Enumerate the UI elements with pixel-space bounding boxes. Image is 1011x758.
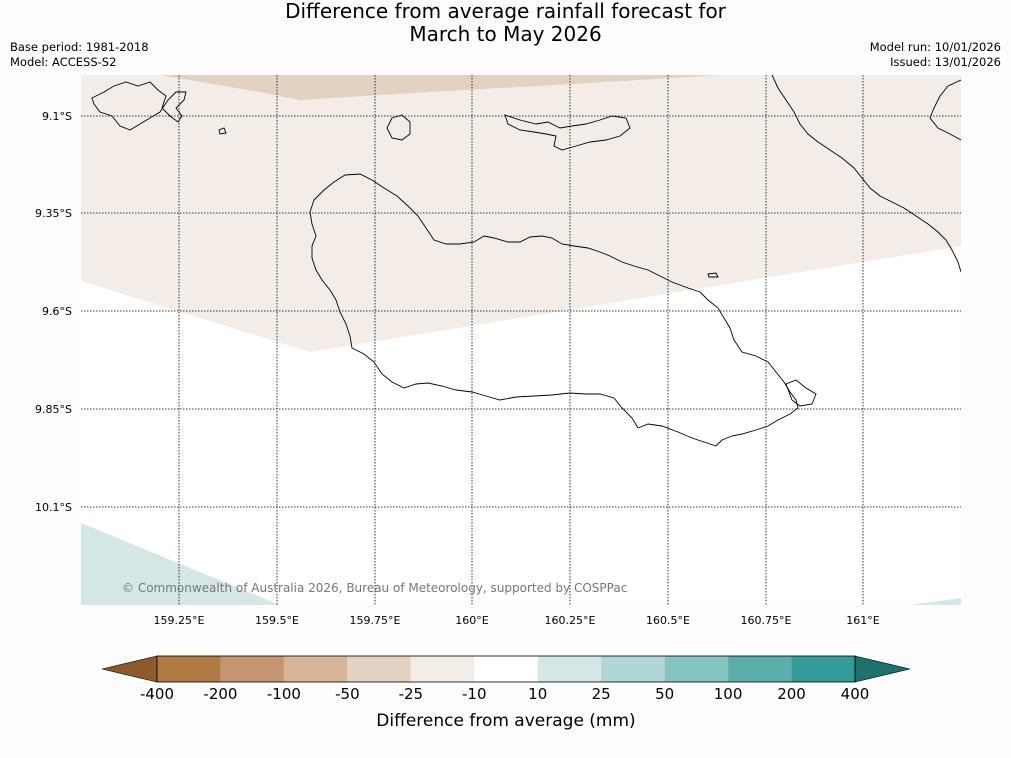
colorbar-tick-labels: -400 -200 -100 -50 -25 -10 10 25 50 100 200 400 bbox=[140, 685, 869, 703]
colorbar-tick-label: 200 bbox=[777, 685, 806, 703]
latitude-label: 9.35°S bbox=[35, 207, 72, 220]
copyright-text: © Commonwealth of Australia 2026, Bureau… bbox=[122, 581, 627, 595]
issued-text: Issued: 13/01/2026 bbox=[890, 55, 1001, 69]
colorbar-title: Difference from average (mm) bbox=[376, 711, 635, 731]
latitude-label: 10.1°S bbox=[35, 501, 72, 514]
latitude-label: 9.85°S bbox=[35, 403, 72, 416]
longitude-label: 160.5°E bbox=[646, 614, 690, 627]
colorbar-tick-label: -200 bbox=[203, 685, 237, 703]
malaita-north-coastline bbox=[929, 79, 961, 141]
longitude-label: 160.75°E bbox=[741, 614, 792, 627]
colorbar-bin bbox=[410, 656, 475, 682]
meta-left: Base period: 1981-2018 Model: ACCESS-S2 bbox=[10, 40, 149, 70]
colorbar-tick-label: -10 bbox=[462, 685, 487, 703]
colorbar-bin bbox=[537, 656, 602, 682]
islet-coastline bbox=[218, 127, 227, 135]
colorbar-tick-label: 25 bbox=[592, 685, 611, 703]
colorbar-bin bbox=[474, 656, 538, 682]
colorbar-tick-label: -50 bbox=[335, 685, 360, 703]
colorbar-tick-label: -100 bbox=[267, 685, 301, 703]
longitude-label: 160.25°E bbox=[545, 614, 596, 627]
colorbar bbox=[101, 655, 911, 683]
longitude-label: 159.75°E bbox=[350, 614, 401, 627]
lower-right-anomaly-patch bbox=[910, 598, 961, 605]
colorbar-tick-label: -25 bbox=[399, 685, 424, 703]
base-period-text: Base period: 1981-2018 bbox=[10, 40, 149, 54]
colorbar-tick-label: 10 bbox=[528, 685, 547, 703]
florida-islands-coastline bbox=[504, 114, 631, 151]
marau-coastline bbox=[785, 379, 817, 407]
colorbar-bin bbox=[664, 656, 729, 682]
chart-title: Difference from average rainfall forecas… bbox=[0, 0, 1011, 46]
lower-left-anomaly-patch bbox=[81, 523, 280, 605]
latitude-labels: 9.1°S 9.35°S 9.6°S 9.85°S 10.1°S bbox=[35, 110, 72, 514]
latitude-label: 9.1°S bbox=[42, 110, 72, 123]
colorbar-tick-label: 100 bbox=[714, 685, 743, 703]
guadalcanal-coastline bbox=[309, 173, 799, 447]
colorbar-bin bbox=[157, 656, 221, 682]
russell-islands-coastline bbox=[91, 81, 187, 131]
longitude-label: 159.5°E bbox=[255, 614, 299, 627]
model-text: Model: ACCESS-S2 bbox=[10, 55, 117, 69]
colorbar-over-arrow bbox=[854, 655, 911, 683]
colorbar-tick-label: 400 bbox=[841, 685, 870, 703]
title-line-1: Difference from average rainfall forecas… bbox=[285, 0, 726, 23]
colorbar-under-arrow bbox=[101, 655, 158, 683]
model-run-text: Model run: 10/01/2026 bbox=[869, 40, 1001, 54]
latitude-label: 9.6°S bbox=[42, 305, 72, 318]
longitude-label: 159.25°E bbox=[154, 614, 205, 627]
upper-anomaly-region bbox=[81, 75, 961, 352]
colorbar-outline bbox=[156, 655, 856, 683]
top-anomaly-band bbox=[160, 75, 720, 100]
colorbar-bin bbox=[791, 656, 855, 682]
islet-coastline bbox=[707, 272, 719, 278]
coastlines bbox=[91, 75, 961, 447]
colorbar-tick-label: 50 bbox=[655, 685, 674, 703]
colorbar-bin bbox=[283, 656, 348, 682]
colorbar-bin bbox=[728, 656, 792, 682]
longitude-label: 161°E bbox=[846, 614, 879, 627]
longitude-label: 160°E bbox=[455, 614, 488, 627]
meta-right: Model run: 10/01/2026 Issued: 13/01/2026 bbox=[870, 40, 1001, 70]
colorbar-bin bbox=[347, 656, 411, 682]
colorbar-bin bbox=[601, 656, 665, 682]
malaita-coastline bbox=[771, 75, 961, 273]
title-line-2: March to May 2026 bbox=[409, 22, 602, 46]
longitude-labels: 159.25°E 159.5°E 159.75°E 160°E 160.25°E 160.… bbox=[154, 614, 880, 627]
map-panel: © Commonwealth of Australia 2026, Bureau… bbox=[81, 75, 961, 605]
colorbar-bin bbox=[220, 656, 284, 682]
colorbar-tick-label: -400 bbox=[140, 685, 174, 703]
gridlines bbox=[81, 75, 961, 605]
